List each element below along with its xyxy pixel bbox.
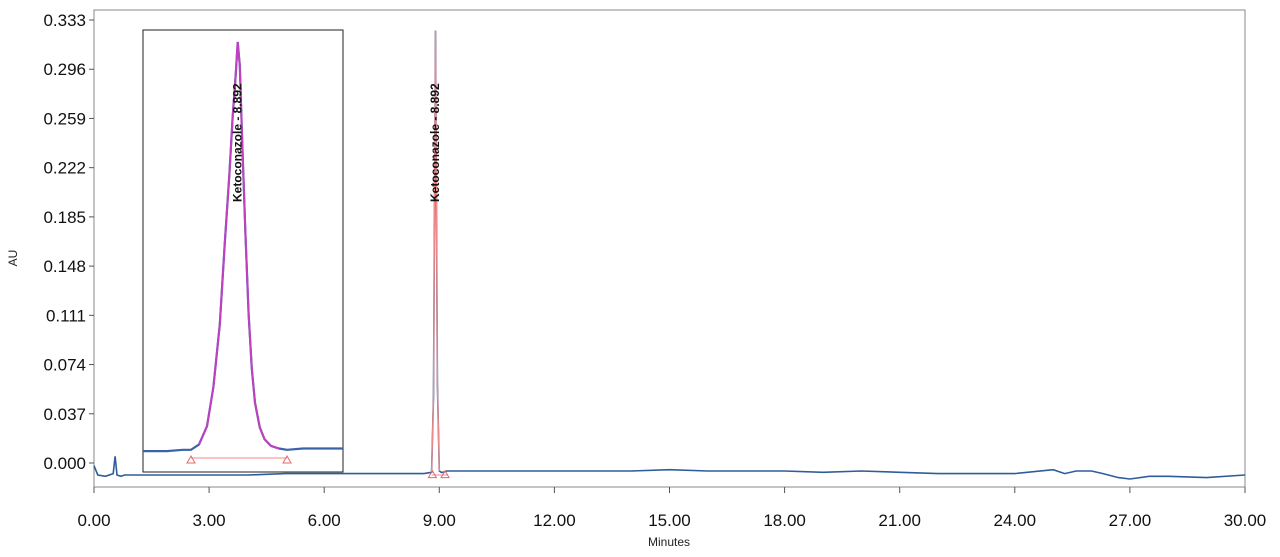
peak-integration-line	[430, 30, 440, 473]
inset-peak-trace	[198, 41, 280, 450]
inset-baseline-marker	[186, 454, 196, 464]
y-tick-label: 0.037	[43, 405, 86, 424]
x-tick-label: 15.00	[648, 511, 691, 530]
x-tick-label: 27.00	[1109, 511, 1152, 530]
x-tick-label: 12.00	[533, 511, 576, 530]
y-tick-label: 0.296	[43, 60, 86, 79]
inset-baseline-marker	[282, 454, 292, 464]
x-tick-label: 6.00	[308, 511, 341, 530]
x-tick-label: 24.00	[994, 511, 1037, 530]
inset-peak-label: Ketoconazole - 8.892	[231, 83, 245, 202]
series-line	[93, 30, 1246, 480]
baseline-marker	[427, 469, 438, 479]
y-axis: 0.000 0.037 0.074 0.111 0.148 0.185 0.222 0.259…	[43, 11, 94, 473]
y-tick-label: 0.259	[43, 109, 86, 128]
x-tick-label: 21.00	[878, 511, 921, 530]
main-series	[93, 30, 1246, 480]
y-tick-label: 0.148	[43, 257, 86, 276]
x-tick-label: 3.00	[193, 511, 226, 530]
y-tick-label: 0.222	[43, 159, 86, 178]
y-tick-label: 0.000	[43, 454, 86, 473]
x-axis: 0.00 3.00 6.00 9.00 12.00 15.00 18.00 21.00 24.0…	[77, 487, 1266, 530]
inset-frame	[142, 29, 344, 473]
peak-label: Ketoconazole - 8.892	[428, 83, 442, 202]
y-tick-label: 0.333	[43, 11, 86, 30]
y-axis-title: AU	[6, 250, 20, 267]
y-tick-label: 0.074	[43, 356, 86, 375]
x-tick-label: 9.00	[423, 511, 456, 530]
y-tick-label: 0.185	[43, 208, 86, 227]
x-tick-label: 18.00	[763, 511, 806, 530]
x-tick-label: 30.00	[1224, 511, 1267, 530]
x-tick-label: 0.00	[77, 511, 110, 530]
inset-zoom: Ketoconazole - 8.892	[142, 29, 344, 473]
y-tick-label: 0.111	[46, 306, 86, 325]
baseline-marker	[440, 469, 450, 479]
x-axis-title: Minutes	[648, 535, 690, 549]
main-annotations: Ketoconazole - 8.892	[428, 83, 442, 202]
